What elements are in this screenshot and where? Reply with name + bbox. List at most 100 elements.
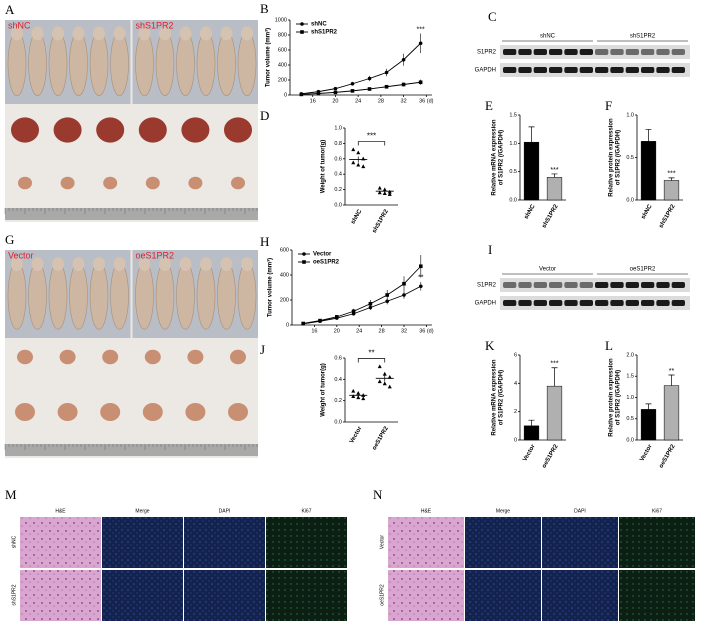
histology-image — [388, 570, 464, 621]
y-tick-label: 4 — [514, 381, 517, 387]
panel-letter: I — [488, 242, 492, 257]
histology-column: Ki67 — [652, 508, 662, 514]
marker — [356, 162, 361, 167]
group-label: Vector — [8, 250, 34, 260]
x-tick-label: oeS1PR2 — [541, 443, 560, 469]
marker — [367, 76, 372, 81]
marker — [350, 81, 355, 86]
y-tick-label: 0.0 — [334, 419, 342, 425]
y-tick-label: 600 — [278, 47, 287, 53]
mouse — [7, 31, 27, 96]
bar — [663, 180, 680, 201]
mouse-head — [113, 26, 126, 41]
mouse — [217, 31, 236, 96]
tumor — [57, 403, 78, 421]
panel-letter: C — [488, 9, 497, 24]
tumor — [138, 117, 167, 143]
blot-band — [610, 49, 624, 55]
blot-band — [549, 49, 563, 55]
tumor — [230, 349, 246, 365]
y-tick-label: 0.0 — [334, 202, 342, 208]
mouse-head — [11, 26, 23, 41]
blot-band — [518, 49, 532, 55]
marker — [382, 187, 387, 192]
blot-band — [518, 300, 532, 306]
y-tick-label: 1.0 — [626, 395, 634, 401]
mouse — [155, 262, 175, 330]
blot-band — [564, 49, 578, 55]
legend-label: Vector — [313, 252, 332, 258]
group-label: oeS1PR2 — [136, 250, 175, 260]
y-axis-label: Tumor volume (mm³) — [267, 258, 274, 317]
blot-band — [641, 300, 655, 306]
y-axis-label: of S1PR2 (/GAPDH) — [499, 370, 505, 425]
blot-band — [625, 49, 639, 55]
marker — [351, 388, 356, 393]
blot-band — [579, 67, 593, 73]
mouse — [196, 31, 216, 96]
series-line — [301, 81, 421, 95]
legend-label: oeS1PR2 — [313, 260, 340, 266]
annotation: ** — [418, 275, 424, 282]
y-tick-label: 200 — [280, 297, 289, 303]
blot-band — [610, 67, 624, 73]
blot-band — [503, 300, 517, 306]
annotation: *** — [550, 361, 558, 368]
mouse — [217, 262, 236, 330]
error-bar — [528, 126, 535, 143]
marker — [377, 190, 382, 195]
blot-band — [595, 67, 609, 73]
mouse — [89, 31, 109, 96]
y-axis-label: Relative mRNA expression — [492, 119, 498, 195]
blot-band — [533, 49, 547, 55]
tumor — [181, 117, 210, 143]
marker — [382, 381, 387, 386]
blot-row: GAPDH — [475, 68, 496, 74]
y-tick-label: 0.0 — [626, 437, 634, 443]
blot-band — [533, 67, 547, 73]
y-tick-label: 0.0 — [509, 197, 517, 203]
mouse — [135, 262, 154, 330]
y-tick-label: 0.6 — [334, 355, 342, 361]
blot-band — [549, 282, 563, 288]
marker — [418, 41, 423, 46]
tumor — [96, 117, 125, 143]
x-tick-label: shNC — [524, 203, 537, 220]
marker — [402, 281, 406, 286]
annotation: *** — [417, 26, 425, 33]
y-tick-label: 1.0 — [509, 141, 517, 147]
blot-band — [595, 49, 609, 55]
marker — [299, 92, 304, 97]
marker — [382, 191, 387, 196]
panel-letter: B — [260, 1, 269, 16]
group-label: shNC — [8, 20, 31, 30]
blot-band — [579, 300, 593, 306]
mouse — [69, 31, 88, 96]
y-tick-label: 0 — [514, 437, 517, 443]
mouse-head — [159, 26, 171, 41]
mouse-head — [31, 26, 44, 41]
mouse-head — [179, 26, 192, 41]
mouse-head — [93, 257, 105, 272]
marker — [377, 364, 382, 369]
x-tick-label: oeS1PR2 — [658, 443, 677, 469]
marker — [335, 315, 339, 319]
y-tick-label: 1.0 — [626, 112, 634, 118]
blot-band — [610, 282, 624, 288]
panel-letter: K — [485, 338, 495, 353]
histology-column: DAPI — [574, 508, 586, 514]
blot-band — [564, 67, 578, 73]
x-tick-label: Vector — [349, 425, 364, 444]
x-tick-label: 24 — [356, 328, 362, 334]
x-tick-label: 28 — [379, 328, 385, 334]
blot-band — [641, 49, 655, 55]
tumor — [187, 349, 204, 365]
y-tick-label: 0.5 — [626, 416, 634, 422]
histology-column: DAPI — [219, 508, 231, 514]
marker — [361, 396, 366, 401]
y-tick-label: 1.5 — [509, 112, 517, 118]
y-axis-label: Weight of tumor(g) — [321, 363, 327, 417]
y-tick-label: 0.8 — [334, 141, 342, 147]
blot-band — [549, 67, 563, 73]
y-tick-label: 0.6 — [334, 156, 342, 162]
